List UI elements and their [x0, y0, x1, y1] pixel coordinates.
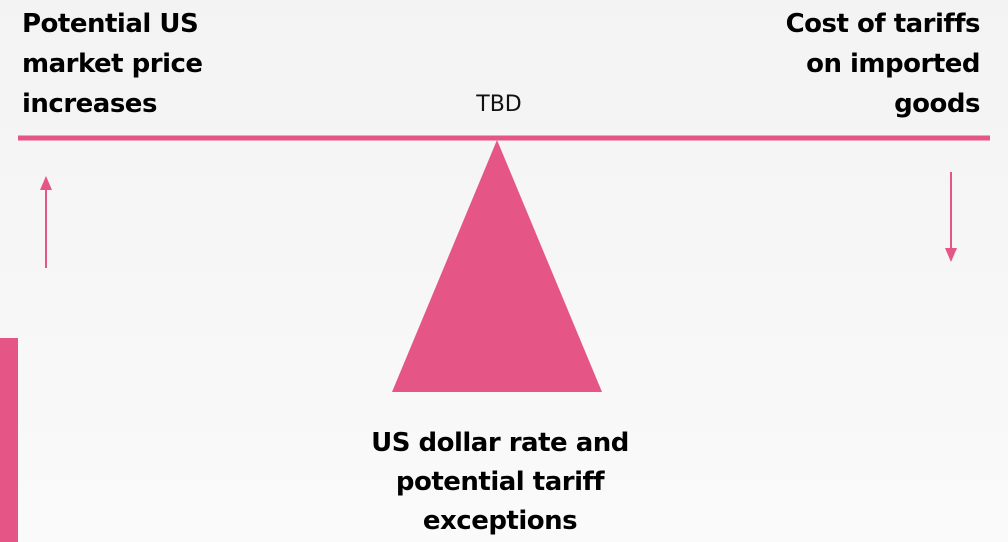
- bottom-label: exceptions: [423, 506, 577, 536]
- right-label: on imported: [806, 49, 980, 79]
- bottom-label: US dollar rate and: [371, 428, 629, 458]
- bottom-label: potential tariff: [396, 467, 605, 497]
- left-label: Potential US: [22, 9, 198, 39]
- center-label: TBD: [475, 92, 521, 117]
- right-label: goods: [894, 89, 980, 119]
- left-label: market price: [22, 49, 203, 79]
- down-arrow-head: [945, 248, 957, 262]
- fulcrum: [392, 140, 602, 392]
- up-arrow-head: [40, 176, 52, 190]
- right-label: Cost of tariffs: [786, 9, 980, 39]
- left-label: increases: [22, 89, 157, 119]
- side-bar: [0, 338, 18, 542]
